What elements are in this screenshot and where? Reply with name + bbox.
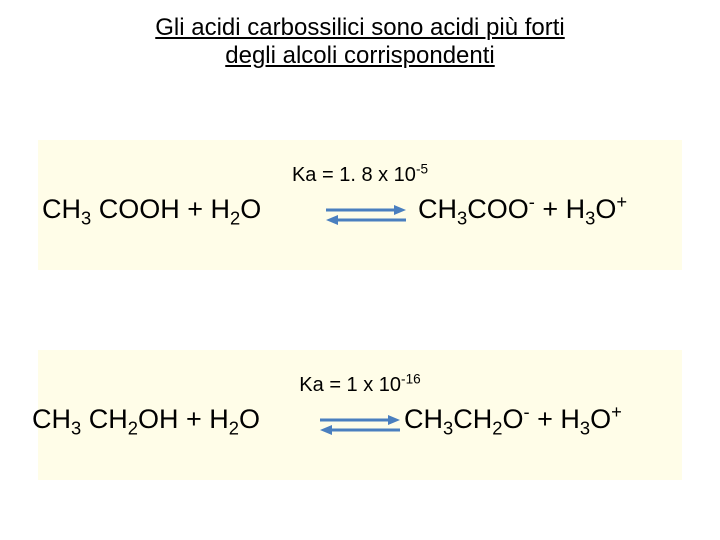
equation-1-reactants: CH3 COOH + H2O	[42, 194, 261, 225]
equilibrium-arrow-2	[318, 412, 402, 436]
equation-2-products: CH3CH2O- + H3O+	[404, 404, 622, 435]
reaction-panel-2: Ka = 1 x 10-16 CH3 CH2OH + H2O CH3CH2O- …	[38, 350, 682, 480]
reaction-panel-1: Ka = 1. 8 x 10-5 CH3 COOH + H2O CH3COO- …	[38, 140, 682, 270]
equilibrium-arrow-1	[324, 202, 408, 226]
ka-value-2: Ka = 1 x 10-16	[38, 374, 682, 397]
title-line1: Gli acidi carbossilici sono acidi più fo…	[155, 14, 565, 41]
equation-1-products: CH3COO- + H3O+	[418, 194, 627, 225]
equation-2-reactants: CH3 CH2OH + H2O	[32, 404, 260, 435]
page-title: Gli acidi carbossilici sono acidi più fo…	[0, 0, 720, 69]
ka-value-1: Ka = 1. 8 x 10-5	[38, 164, 682, 187]
title-line2: degli alcoli corrispondenti	[225, 42, 494, 69]
